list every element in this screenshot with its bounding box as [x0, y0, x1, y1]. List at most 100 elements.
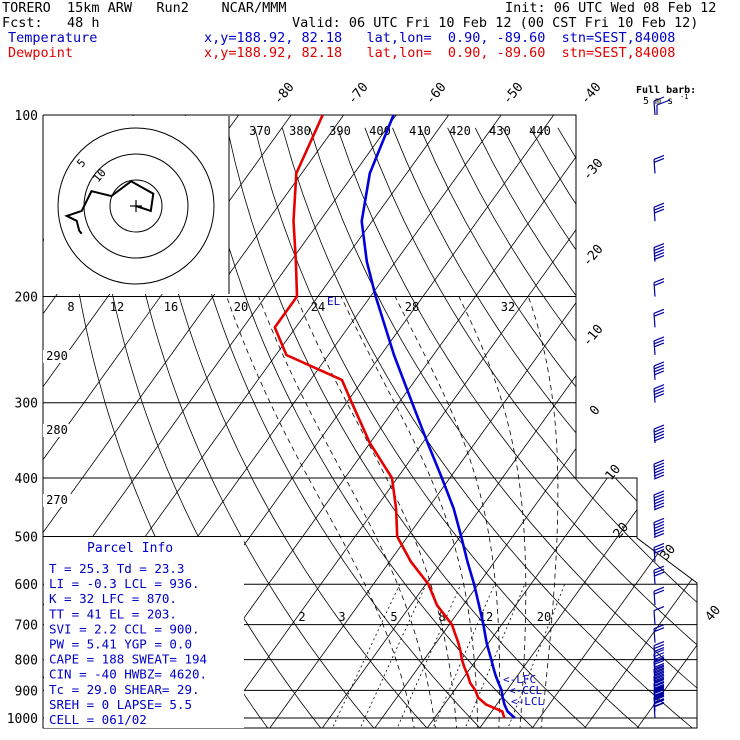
- theta-label: 390: [329, 124, 351, 138]
- plot-outline: [42, 114, 698, 729]
- wind-barb: [653, 202, 665, 222]
- wind-barb: [653, 699, 665, 719]
- isotherm-label: -40: [578, 80, 605, 108]
- moist-adiabat: [258, 296, 437, 728]
- dry-adiabat: [529, 127, 697, 728]
- wind-barb: [653, 96, 665, 116]
- moist-adiabat: [527, 296, 559, 728]
- wind-barb: [653, 606, 665, 625]
- mixing-ratio-label: 8: [438, 610, 445, 624]
- lcl-marker: <-LCL: [511, 695, 544, 708]
- pressure-tick-400: 400: [15, 472, 38, 487]
- pressure-tick-700: 700: [15, 619, 38, 634]
- pressure-tick-200: 200: [15, 291, 38, 306]
- sounding-profiles: [273, 115, 516, 719]
- parcel-info-box: Parcel Info T = 25.3 Td = 23.3LI = -0.3 …: [44, 537, 244, 728]
- wind-barb: [653, 542, 665, 562]
- isotherm: [43, 115, 407, 728]
- wind-barb: [653, 517, 665, 539]
- wind-barb: [653, 336, 665, 356]
- wind-barb: [653, 490, 665, 511]
- parcel-info-row: CIN = -40 HWBZ= 4620.: [49, 667, 207, 682]
- dry-adiabat: [281, 127, 696, 728]
- forecast-hour: Fcst: 48 h: [2, 15, 100, 31]
- isotherm: [43, 115, 354, 728]
- dry-adiabat: [199, 127, 537, 728]
- plot-frame: [42, 114, 698, 729]
- moist-adiabat-label: 24: [311, 300, 325, 314]
- theta-label: 410: [409, 124, 431, 138]
- isotherm-label: -10: [580, 322, 607, 350]
- parcel-info-row: CELL = 061/02: [49, 712, 147, 727]
- model-run-title: TORERO 15km ARW Run2 NCAR/MMM: [2, 0, 287, 16]
- dewpoint-location: x,y=188.92, 82.18 lat,lon= 0.90, -89.60 …: [204, 45, 676, 61]
- theta-label: 430: [489, 124, 511, 138]
- ccl-marker: <-CCL: [509, 684, 542, 697]
- moist-adiabat: [226, 296, 416, 728]
- wind-barb: [653, 459, 665, 480]
- theta-label: 380: [289, 124, 311, 138]
- isotherm-label: -80: [271, 80, 298, 108]
- moist-adiabat-label: 20: [234, 300, 248, 314]
- dry-adiabat: [419, 127, 697, 728]
- mixing-ratio-line: [395, 584, 462, 728]
- moist-adiabat-label: 28: [405, 300, 419, 314]
- wind-barb: [653, 586, 665, 606]
- mixing-ratio-line: [330, 584, 401, 728]
- isotherm: [372, 115, 697, 728]
- dry-adiabat: [254, 127, 643, 728]
- isotherm: [477, 115, 697, 728]
- isotherm-label: 40: [703, 603, 725, 625]
- dry-adiabat: [585, 127, 697, 728]
- dry-adiabat: [474, 127, 697, 728]
- dry-adiabat: [226, 127, 590, 728]
- dry-adiabat: [144, 127, 430, 728]
- dry-adiabat: [116, 127, 377, 728]
- wind-barb: [653, 361, 665, 380]
- full-barb-flag: [656, 99, 671, 106]
- wind-barb: [653, 624, 665, 643]
- hodograph-trace: [64, 180, 155, 235]
- isotherm-label: -30: [580, 156, 607, 184]
- dry-adiabat: [309, 127, 697, 728]
- wind-barb: [653, 277, 665, 297]
- pressure-tick-1000: 1000: [7, 712, 38, 727]
- dry-adiabat: [502, 127, 697, 728]
- moist-adiabat: [394, 296, 501, 728]
- wind-barbs: [653, 96, 665, 719]
- wind-barb: [653, 242, 665, 262]
- dry-adiabat: [171, 127, 483, 728]
- parcel-info-row: LI = -0.3 LCL = 936.: [49, 576, 200, 591]
- dry-adiabat: [612, 127, 697, 728]
- theta-label: 270: [46, 493, 68, 507]
- isotherm-label: -60: [423, 80, 450, 108]
- chart-header: TORERO 15km ARW Run2 NCAR/MMM Init: 06 U…: [0, 0, 740, 66]
- wind-barb: [653, 686, 665, 705]
- wind-barb: [653, 565, 665, 585]
- isotherm: [424, 115, 697, 728]
- theta-label: 290: [46, 349, 68, 363]
- parcel-info-row: CAPE = 188 SWEAT= 194: [49, 652, 207, 667]
- dewpoint-profile: [273, 115, 506, 719]
- isotherm: [319, 115, 697, 728]
- isotherm-label: -20: [580, 242, 607, 270]
- full-barb-title: Full barb:: [636, 85, 696, 96]
- isotherm-label: 20: [611, 520, 633, 542]
- wind-barb: [653, 384, 665, 403]
- parcel-info-row: K = 32 LFC = 870.: [49, 591, 177, 606]
- full-barb-unit: -1: [680, 93, 688, 101]
- lfc-marker: <-LFC: [503, 673, 536, 686]
- temperature-legend: Temperature: [8, 30, 98, 46]
- thermo-grid: [43, 115, 697, 728]
- mixing-ratio-line: [358, 584, 427, 728]
- mixing-ratio-line: [431, 584, 495, 728]
- dry-adiabat: [337, 127, 697, 728]
- dry-adiabat: [557, 127, 697, 728]
- dry-adiabat: [364, 127, 697, 728]
- parcel-info-row: SREH = 0 LAPSE= 5.5: [49, 697, 192, 712]
- full-barb-value: 5 m s: [643, 96, 673, 107]
- pressure-tick-300: 300: [15, 397, 38, 412]
- full-barb-legend: Full barb: 5 m s -1: [636, 85, 696, 115]
- theta-label: 280: [46, 423, 68, 437]
- temperature-location: x,y=188.92, 82.18 lat,lon= 0.90, -89.60 …: [204, 30, 676, 46]
